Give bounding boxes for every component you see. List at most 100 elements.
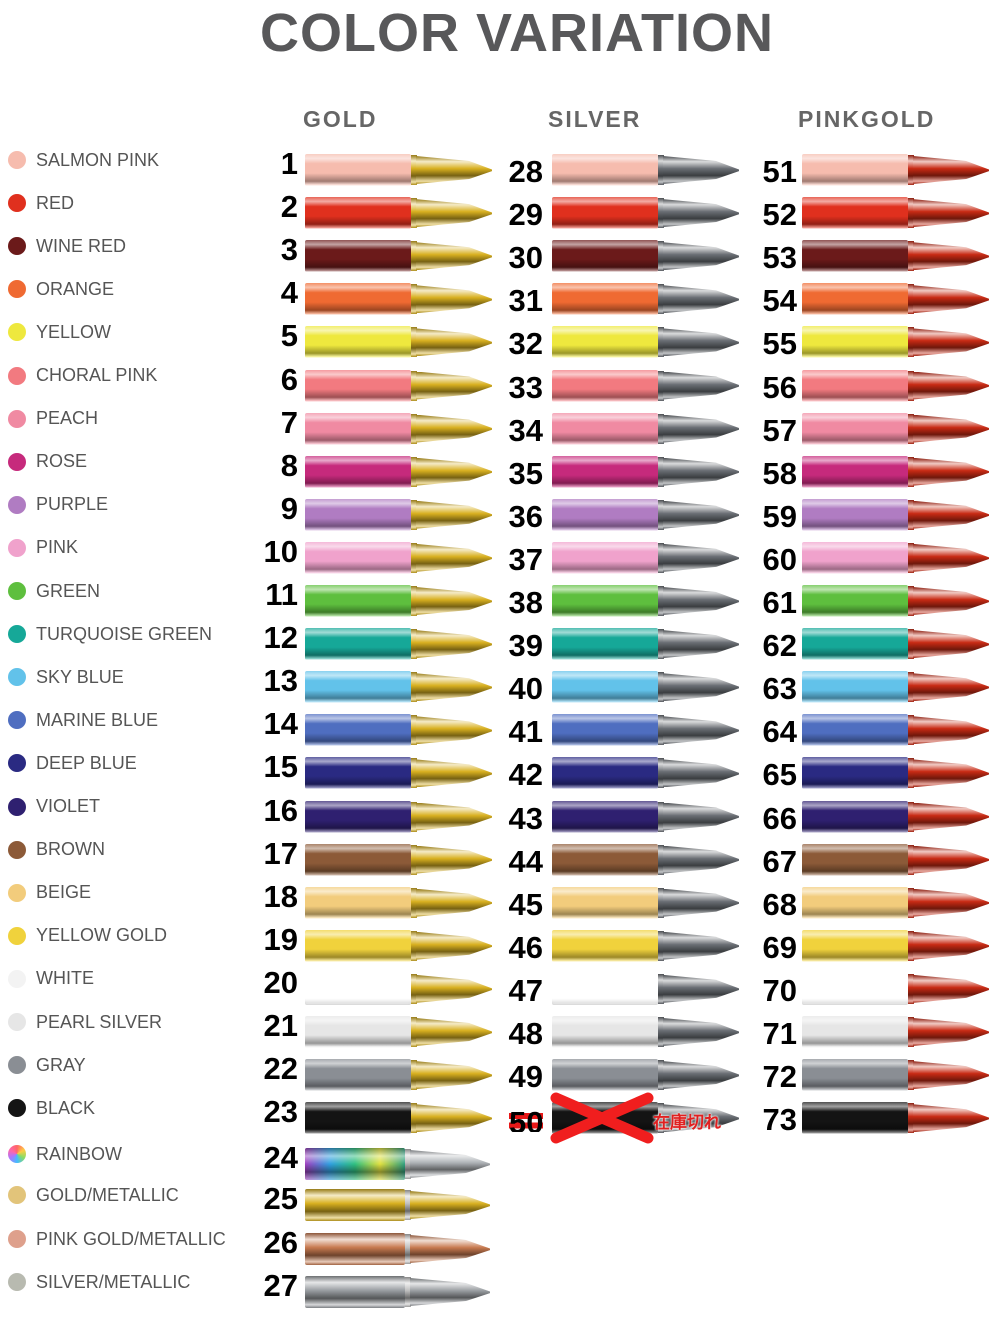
- pen-number: 36: [508, 498, 543, 534]
- color-swatch-dot: [8, 538, 26, 557]
- pen-ring: [908, 327, 914, 358]
- pen-number: 72: [762, 1059, 797, 1095]
- pen-tip: [416, 500, 492, 529]
- color-swatch-dot: [8, 280, 26, 299]
- pen-tip: [416, 802, 492, 831]
- pen-number: 39: [508, 628, 543, 664]
- pen-tip: [913, 1018, 989, 1046]
- pen-number: 50: [509, 1108, 543, 1133]
- color-label: ORANGE: [8, 278, 114, 300]
- pen-tip: [416, 931, 492, 960]
- pen-number: 28: [508, 154, 543, 189]
- pen-ring: [658, 1017, 664, 1047]
- color-name: GRAY: [36, 1054, 86, 1075]
- pen-number: 10: [263, 533, 298, 569]
- color-label: MARINE BLUE: [8, 709, 158, 731]
- pen-body: [305, 541, 411, 574]
- pen-body: [802, 1102, 908, 1135]
- pen-tip: [663, 543, 739, 572]
- pen-tip: [416, 371, 492, 400]
- color-name: CHORAL PINK: [36, 365, 158, 385]
- pen-tip: [663, 845, 739, 874]
- pen-body: [552, 886, 658, 919]
- pen-number: 24: [263, 1140, 298, 1175]
- pen-tip: [416, 156, 492, 184]
- pen-tip: [663, 414, 739, 443]
- pen-ring: [411, 284, 417, 315]
- pen-tip: [416, 457, 492, 486]
- color-name: SALMON PINK: [36, 149, 160, 170]
- pen-ring: [411, 844, 417, 875]
- pen-body: [305, 455, 411, 488]
- pen-body: [802, 326, 908, 359]
- color-swatch-dot: [8, 883, 26, 902]
- color-label: CHORAL PINK: [8, 365, 157, 387]
- pen-number: 35: [508, 455, 543, 491]
- color-name: GREEN: [36, 580, 101, 601]
- color-label: PEACH: [8, 408, 98, 430]
- pen-number: 65: [762, 757, 797, 793]
- pen-number: 57: [762, 412, 797, 448]
- pen-body: [802, 1016, 908, 1048]
- color-name: BROWN: [36, 839, 105, 860]
- pen-tip: [663, 802, 739, 831]
- pen-number: 7: [280, 404, 298, 440]
- pen-ring: [411, 887, 417, 918]
- pen-number: 17: [263, 835, 298, 871]
- pen-tip: [663, 1061, 739, 1090]
- pen-number: 60: [762, 541, 797, 577]
- pen-ring: [411, 413, 417, 444]
- pen-tip: [913, 802, 989, 831]
- pen-number: 71: [762, 1016, 797, 1051]
- pen-body: [802, 283, 908, 316]
- pen-body-shine: [305, 1148, 405, 1180]
- pen-body: [552, 800, 658, 833]
- pen-number: 53: [762, 240, 797, 276]
- pen-tip: [913, 974, 989, 1003]
- pen-body: [305, 714, 411, 747]
- pen-ring: [908, 758, 914, 789]
- pen-ring: [405, 1149, 411, 1179]
- pen-tip: [416, 414, 492, 443]
- pen-number: 63: [762, 671, 797, 707]
- pen-ring: [411, 241, 417, 272]
- pen-body: [305, 326, 411, 359]
- pen-number: 27: [263, 1268, 298, 1303]
- pen-body: [305, 671, 411, 704]
- pen-body: [552, 283, 658, 316]
- color-swatch-dot: [8, 194, 26, 213]
- pen-body: [305, 283, 411, 316]
- color-swatch-dot: [8, 625, 26, 644]
- color-name: ROSE: [36, 451, 88, 472]
- color-name: SKY BLUE: [36, 666, 124, 687]
- pen-body: [552, 412, 658, 445]
- pen-ring: [658, 715, 664, 746]
- pen-ring: [658, 413, 664, 444]
- color-label: GOLD/METALLIC: [8, 1184, 179, 1206]
- color-swatch-dot: [8, 495, 26, 514]
- pen-number: 15: [263, 749, 298, 785]
- pen-ring: [658, 370, 664, 401]
- color-label: BLACK: [8, 1097, 95, 1119]
- color-label: GRAY: [8, 1054, 86, 1076]
- pen-body: [802, 541, 908, 574]
- pen-body: [552, 671, 658, 704]
- pen-body: [552, 972, 658, 1005]
- pen-tip: [416, 759, 492, 788]
- pen-tip: [663, 500, 739, 529]
- pen-tip: [663, 716, 739, 745]
- pen-tip: [663, 1018, 739, 1046]
- pen-number: 64: [762, 714, 797, 750]
- pen-body: [802, 498, 908, 531]
- pen-ring: [908, 715, 914, 746]
- pen-tip: [663, 199, 739, 228]
- pen-number: 23: [263, 1094, 298, 1130]
- pen-ring: [908, 499, 914, 530]
- pen-ring: [658, 198, 664, 229]
- pen-ring: [908, 413, 914, 444]
- pen-body: [305, 197, 411, 230]
- pen-ring: [908, 284, 914, 315]
- pen-number: 13: [263, 663, 298, 699]
- pen-tip: [416, 328, 492, 357]
- pen-tip: [913, 328, 989, 357]
